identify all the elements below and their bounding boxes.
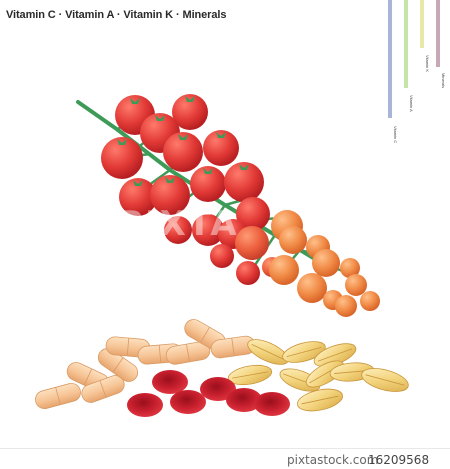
seed-icon [297, 388, 343, 412]
legend-label-vitamin-c: Vitamin C [393, 126, 398, 143]
tomato-icon [163, 132, 203, 172]
tomato-icon [335, 295, 357, 317]
legend-bar-vitamin-a [404, 0, 408, 88]
tomato-icon [119, 178, 157, 216]
footer-brand: pixtastock.com [287, 453, 379, 467]
seed-icon [361, 368, 409, 392]
tomato-icon [312, 249, 340, 277]
red-cell-icon [152, 370, 188, 394]
tomato-icon [269, 255, 299, 285]
legend [388, 0, 440, 118]
tomato-icon [150, 175, 190, 215]
tomato-icon [236, 261, 260, 285]
seeds [227, 339, 409, 412]
legend-label-minerals: Minerals [441, 73, 446, 88]
tomato-icon [297, 273, 327, 303]
capsule-icon [165, 341, 211, 365]
capsules [35, 319, 256, 410]
tomato-icon [164, 216, 192, 244]
footer-image-id: 16209568 [368, 453, 430, 467]
footer-bar [0, 448, 450, 469]
tomato-icon [101, 137, 143, 179]
tomato-icon [235, 226, 269, 260]
page-title: Vitamin C · Vitamin A · Vitamin K · Mine… [6, 9, 227, 21]
tomato-icon [236, 197, 270, 231]
legend-label-vitamin-k: Vitamin K [425, 55, 430, 72]
tomato-icon [340, 258, 360, 278]
capsule-icon [35, 382, 81, 410]
red-cell-icon [127, 393, 163, 417]
tomato-icon [345, 274, 367, 296]
tomato-icon [360, 291, 380, 311]
red-cell-icon [226, 388, 262, 412]
seed-icon [227, 364, 273, 386]
legend-bar-vitamin-k [420, 0, 424, 48]
tomato-icon [279, 226, 307, 254]
legend-bar-vitamin-c [388, 0, 392, 118]
tomato-icon [210, 244, 234, 268]
red-cell-icon [170, 390, 206, 414]
tomato-icon [224, 162, 264, 202]
cherry-tomatoes [101, 94, 380, 317]
capsule-icon [81, 375, 125, 403]
legend-label-vitamin-a: Vitamin A [409, 95, 414, 112]
tomato-icon [172, 94, 208, 130]
red-blood-cells [127, 370, 290, 417]
red-cell-icon [254, 392, 290, 416]
tomato-icon [190, 166, 226, 202]
red-cell-icon [200, 377, 236, 401]
seed-icon [282, 341, 326, 363]
tomato-icon [203, 130, 239, 166]
tomato-icon [192, 214, 224, 246]
legend-bar-minerals [436, 0, 440, 67]
